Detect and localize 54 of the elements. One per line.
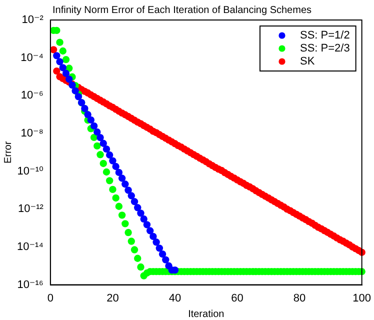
point — [130, 198, 138, 206]
point — [87, 116, 95, 124]
y-tick-label: 10⁻⁸ — [20, 128, 44, 140]
point — [162, 256, 170, 264]
x-tick-label: 100 — [352, 292, 372, 304]
point — [56, 58, 64, 66]
point — [74, 93, 82, 100]
y-tick-label: 10⁻⁶ — [20, 90, 44, 102]
x-tick-label: 0 — [47, 292, 54, 304]
point — [62, 70, 70, 78]
point — [53, 52, 60, 60]
point — [100, 140, 107, 147]
x-tick-label: 20 — [106, 292, 119, 304]
point — [94, 128, 101, 136]
point — [156, 244, 164, 252]
x-tick-label: 80 — [293, 292, 306, 304]
point — [115, 168, 123, 176]
point — [118, 174, 126, 182]
point — [124, 186, 132, 194]
point — [158, 250, 166, 258]
point — [59, 64, 66, 72]
x-tick-label: 40 — [168, 292, 182, 304]
x-axis-title: Iteration — [188, 308, 224, 320]
point — [134, 204, 142, 212]
y-tick-label: 10⁻¹⁰ — [17, 165, 44, 178]
y-tick-label: 10⁻¹⁶ — [17, 278, 44, 291]
y-tick-label: 10⁻¹⁴ — [16, 241, 44, 254]
point — [122, 180, 129, 188]
point — [137, 210, 144, 217]
point — [152, 238, 160, 246]
y-tick-label: 10⁻² — [22, 14, 44, 26]
point — [146, 227, 154, 234]
y-tick-label: 10⁻¹² — [18, 203, 44, 216]
legend-label: SS: P=1/2 — [300, 30, 350, 42]
point — [72, 87, 79, 94]
point — [140, 215, 148, 223]
point — [150, 232, 157, 240]
point — [90, 122, 98, 130]
y-axis-title: Error — [2, 140, 14, 164]
point — [84, 110, 92, 118]
point — [109, 157, 116, 164]
point — [66, 76, 73, 83]
legend-label: SK — [300, 56, 316, 68]
point — [81, 104, 88, 112]
point — [128, 192, 135, 200]
x-tick-label: 60 — [231, 292, 244, 304]
point — [106, 151, 114, 159]
y-tick-label: 10⁻⁴ — [20, 52, 44, 64]
point — [143, 221, 151, 228]
point — [102, 145, 110, 153]
chart-title: Infinity Norm Error of Each Iteration of Balancing Schemes — [52, 4, 312, 16]
point — [96, 134, 104, 142]
point — [112, 162, 120, 170]
legend-label: SS: P=2/3 — [300, 42, 350, 55]
